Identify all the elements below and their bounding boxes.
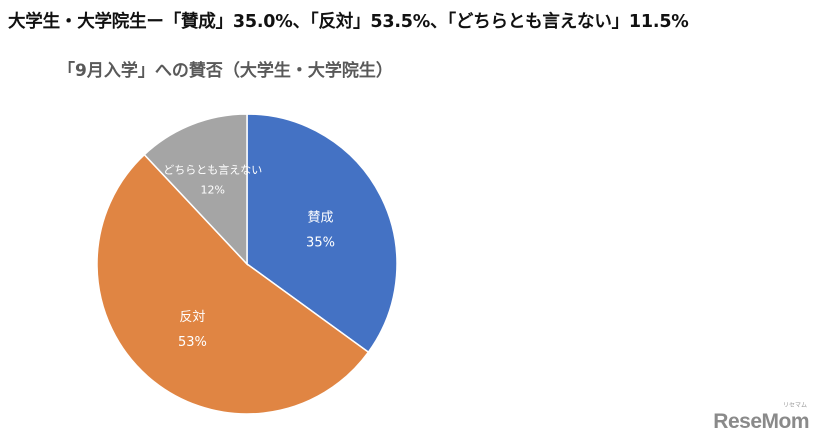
pie-slice-undecided [143, 113, 248, 266]
slice-value-disagree: 53% [178, 335, 207, 350]
chart-title: 「9月入学」への賛否（大学生・大学院生） [58, 61, 393, 81]
pie-slice-disagree [96, 153, 370, 415]
slice-value-agree: 35% [306, 236, 335, 251]
watermark-sub: リセマム [782, 402, 807, 409]
headline: 大学生・大学院生ー「賛成」35.0%、「反対」53.5%、「どちらとも言えない」… [8, 12, 689, 32]
watermark-logo: ReseMom [713, 410, 809, 433]
slice-label-agree: 賛成 [308, 211, 334, 226]
slice-label-disagree: 反対 [179, 310, 205, 325]
slice-value-undecided: 12% [201, 184, 225, 197]
slice-label-undecided: どちらとも言えない [163, 164, 262, 177]
pie-slice-agree [246, 113, 398, 354]
